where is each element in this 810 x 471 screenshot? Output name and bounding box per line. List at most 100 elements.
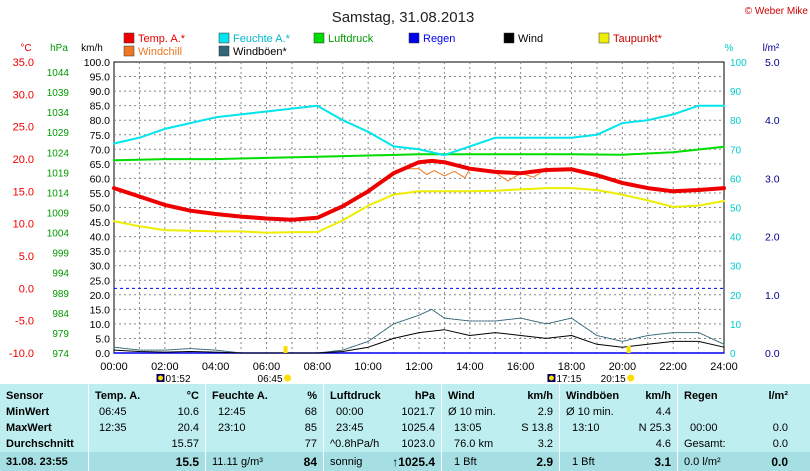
- legend-label: Windchill: [138, 46, 182, 58]
- gust-bft: 1 Bft: [572, 456, 595, 468]
- pressure-tick-label: 1024: [47, 148, 70, 159]
- hum-now: 84: [303, 455, 317, 469]
- rain-tick-label: 0.0: [765, 348, 780, 360]
- x-tick-label: 02:00: [151, 361, 179, 373]
- humidity-axis-unit: %: [725, 43, 734, 54]
- rain-now: 0.0: [771, 455, 788, 469]
- hum-min: 68: [304, 406, 317, 418]
- wind-tick-label: 95.0: [90, 72, 111, 84]
- series-line-feuchte-a: [113, 104, 725, 157]
- humidity-tick-label: 80: [730, 116, 742, 127]
- pressure-tick-label: 974: [52, 349, 69, 360]
- hum-min-time: 12:45: [218, 406, 246, 418]
- wind-column: Wind km/h Ø 10 min. 2.9 13:05 S 13.8 76.…: [442, 384, 559, 471]
- x-tick-label: 10:00: [354, 361, 382, 373]
- pressure-tick-label: 999: [52, 249, 69, 260]
- pressure-tick-label: 1034: [47, 108, 70, 119]
- temp-tick-label: -5.0: [15, 316, 34, 328]
- x-tick-label: 20:00: [609, 361, 637, 373]
- col-divider: [88, 384, 89, 471]
- wind-tick-label: 40.0: [90, 232, 111, 244]
- temp-tick-label: 5.0: [19, 251, 34, 263]
- legend-swatch: [218, 45, 230, 57]
- wind-now: 2.9: [536, 455, 553, 469]
- col-divider: [677, 384, 678, 471]
- temp-tick-label: 10.0: [13, 219, 34, 231]
- wind-min: 2.9: [537, 406, 553, 418]
- stats-table: Sensor MinWert MaxWert Durchschnitt 31.0…: [0, 384, 810, 471]
- rain-tick-label: 2.0: [765, 232, 780, 244]
- x-tick-label: 12:00: [405, 361, 433, 373]
- x-tick-label: 08:00: [304, 361, 332, 373]
- label-min: MinWert: [6, 406, 50, 418]
- axis-ticks: 35.0 30.0 25.0 20.0 15.0 10.0 5.0 0.0 -5.0 -10.0 1…: [9, 57, 780, 373]
- series-line-taupunkt: [113, 187, 725, 234]
- hum-abs: 11.11 g/m³: [212, 456, 263, 468]
- current-row-band: [0, 452, 810, 471]
- wind-tick-label: 55.0: [90, 188, 111, 200]
- wind-tick-label: 25.0: [90, 275, 111, 287]
- pressure-tick-label: 979: [52, 329, 69, 340]
- marker-time: 17:15: [556, 374, 581, 384]
- wind-avg-label: Ø 10 min.: [448, 406, 496, 418]
- weather-chart: Samstag, 31.08.2013 © Weber Mike Temp. A…: [9, 6, 809, 384]
- wind-max-time: 13:05: [454, 422, 482, 434]
- wind-bft: 1 Bft: [454, 456, 477, 468]
- press-min-time: 00:00: [336, 406, 364, 418]
- data-series: [112, 104, 726, 354]
- rain-axis-unit: l/m²: [763, 43, 780, 54]
- temp-tick-label: 15.0: [13, 186, 34, 198]
- gust-now: 3.1: [654, 455, 671, 469]
- temp-tick-label: 0.0: [19, 283, 34, 295]
- pressure-tick-label: 984: [52, 309, 69, 320]
- humidity-tick-label: 0: [730, 349, 736, 360]
- x-tick-label: 14:00: [456, 361, 484, 373]
- header-humidity-unit: %: [307, 390, 317, 402]
- axis-units: °C hPa km/h % l/m²: [20, 43, 780, 54]
- humidity-tick-label: 100: [730, 58, 747, 69]
- hum-max-time: 23:10: [218, 422, 246, 434]
- temp-min: 10.6: [177, 406, 199, 418]
- humidity-tick-label: 70: [730, 145, 742, 156]
- gust-avg-label: Ø 10 min.: [566, 406, 614, 418]
- temp-min-time: 06:45: [99, 406, 127, 418]
- header-rain-unit: l/m²: [768, 390, 788, 402]
- humidity-tick-label: 60: [730, 174, 742, 185]
- wind-tick-label: 80.0: [90, 115, 111, 127]
- header-rain: Regen: [684, 390, 718, 402]
- rain-tick-label: 3.0: [765, 173, 780, 185]
- legend-label: Wind: [518, 33, 543, 45]
- wind-axis-unit: km/h: [81, 43, 103, 54]
- temp-column: Temp. A. °C 06:45 10.6 12:35 20.4 15.57 …: [89, 384, 205, 471]
- legend-label: Regen: [423, 33, 455, 45]
- pressure-tick-label: 1019: [47, 168, 70, 179]
- wind-tick-label: 100.0: [84, 57, 110, 69]
- gust-column: Windböen km/h Ø 10 min. 4.4 13:10 N 25.3…: [560, 384, 677, 471]
- temp-now: 15.5: [175, 455, 199, 469]
- label-avg: Durchschnitt: [6, 438, 74, 450]
- rain-max-time: 00:00: [690, 422, 718, 434]
- press-min: 1021.7: [401, 406, 435, 418]
- x-tick-label: 18:00: [558, 361, 586, 373]
- label-max: MaxWert: [6, 422, 52, 434]
- sensor-column: Sensor MinWert MaxWert Durchschnitt 31.0…: [0, 384, 88, 471]
- rain-total-label: Gesamt:: [684, 438, 726, 450]
- pressure-tick-label: 994: [52, 269, 69, 280]
- temp-max: 20.4: [177, 422, 199, 434]
- moon-crescent-icon: [548, 375, 554, 381]
- pressure-tick-label: 1044: [47, 68, 70, 79]
- wind-tick-label: 0.0: [95, 348, 110, 360]
- wind-tick-label: 70.0: [90, 144, 111, 156]
- wind-max: S 13.8: [521, 422, 553, 434]
- col-divider: [205, 384, 206, 471]
- wind-tick-label: 85.0: [90, 101, 111, 113]
- wind-tick-label: 75.0: [90, 130, 111, 142]
- marker-time: 20:15: [601, 374, 626, 384]
- wind-tick-label: 30.0: [90, 261, 111, 273]
- header-sensor: Sensor: [6, 390, 44, 402]
- wind-tick-label: 20.0: [90, 290, 111, 302]
- header-temp: Temp. A.: [95, 390, 141, 402]
- legend-swatch: [408, 32, 420, 44]
- humidity-tick-label: 50: [730, 204, 742, 215]
- series-line-temp-a: [112, 158, 726, 222]
